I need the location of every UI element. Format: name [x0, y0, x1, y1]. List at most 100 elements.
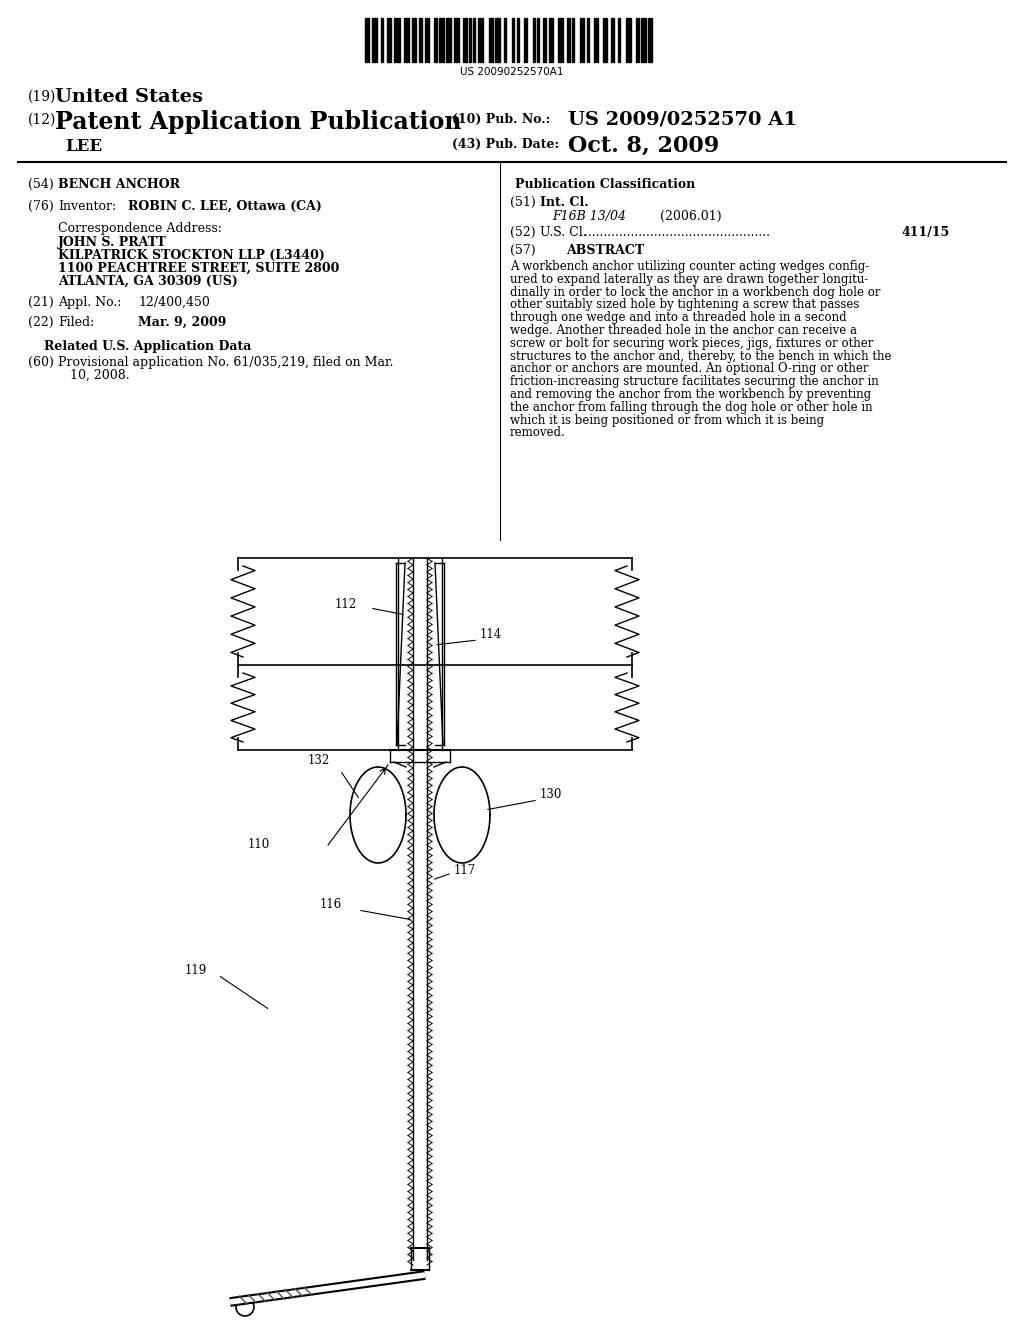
Text: Filed:: Filed:	[58, 315, 94, 329]
Text: (43) Pub. Date:: (43) Pub. Date:	[452, 139, 559, 150]
Text: Int. Cl.: Int. Cl.	[540, 195, 589, 209]
Text: Correspondence Address:: Correspondence Address:	[58, 222, 222, 235]
Text: ................................................: ........................................…	[580, 226, 770, 239]
Text: wedge. Another threaded hole in the anchor can receive a: wedge. Another threaded hole in the anch…	[510, 323, 857, 337]
Bar	[532, 18, 535, 62]
Text: ATLANTA, GA 30309 (US): ATLANTA, GA 30309 (US)	[58, 275, 238, 288]
Text: 116: 116	[319, 899, 342, 912]
Bar	[626, 18, 631, 62]
Bar	[439, 18, 443, 62]
Text: the anchor from falling through the dog hole or other hole in: the anchor from falling through the dog …	[510, 401, 872, 413]
Bar	[567, 18, 570, 62]
Text: (60): (60)	[28, 356, 54, 370]
Text: Oct. 8, 2009: Oct. 8, 2009	[568, 135, 719, 157]
Text: 12/400,450: 12/400,450	[138, 296, 210, 309]
Text: structures to the anchor and, thereby, to the bench in which the: structures to the anchor and, thereby, t…	[510, 350, 892, 363]
Bar	[611, 18, 614, 62]
Bar	[387, 18, 391, 62]
Text: (76): (76)	[28, 201, 53, 213]
Text: other suitably sized hole by tightening a screw that passes: other suitably sized hole by tightening …	[510, 298, 859, 312]
Bar	[445, 18, 451, 62]
Bar	[504, 18, 506, 62]
Bar	[594, 18, 598, 62]
Text: Publication Classification: Publication Classification	[515, 178, 695, 191]
Bar	[647, 18, 652, 62]
Text: which it is being positioned or from which it is being: which it is being positioned or from whi…	[510, 413, 824, 426]
Text: 130: 130	[540, 788, 562, 801]
Text: F16B 13/04: F16B 13/04	[552, 210, 626, 223]
Bar	[549, 18, 553, 62]
Text: BENCH ANCHOR: BENCH ANCHOR	[58, 178, 180, 191]
Text: LEE: LEE	[65, 139, 102, 154]
Text: 112: 112	[335, 598, 357, 611]
Text: Provisional application No. 61/035,219, filed on Mar.: Provisional application No. 61/035,219, …	[58, 356, 393, 370]
Text: anchor or anchors are mounted. An optional O-ring or other: anchor or anchors are mounted. An option…	[510, 363, 868, 375]
Bar	[524, 18, 527, 62]
Text: (2006.01): (2006.01)	[660, 210, 722, 223]
Bar	[469, 18, 471, 62]
Text: ABSTRACT: ABSTRACT	[566, 244, 644, 257]
Bar	[537, 18, 539, 62]
Text: 10, 2008.: 10, 2008.	[70, 370, 130, 381]
Bar	[488, 18, 493, 62]
Bar	[512, 18, 514, 62]
Text: removed.: removed.	[510, 426, 565, 440]
Text: ured to expand laterally as they are drawn together longitu-: ured to expand laterally as they are dra…	[510, 273, 868, 286]
Bar	[495, 18, 500, 62]
Text: through one wedge and into a threaded hole in a second: through one wedge and into a threaded ho…	[510, 312, 847, 325]
Bar	[580, 18, 584, 62]
Text: U.S. Cl.: U.S. Cl.	[540, 226, 587, 239]
Bar	[425, 18, 429, 62]
Text: (22): (22)	[28, 315, 53, 329]
Text: US 20090252570A1: US 20090252570A1	[460, 67, 564, 77]
Bar	[558, 18, 563, 62]
Bar	[478, 18, 483, 62]
Text: 132: 132	[308, 754, 331, 767]
Text: 114: 114	[480, 628, 502, 642]
Bar	[454, 18, 459, 62]
Bar	[412, 18, 417, 62]
Bar	[543, 18, 546, 62]
Text: and removing the anchor from the workbench by preventing: and removing the anchor from the workben…	[510, 388, 871, 401]
Text: Mar. 9, 2009: Mar. 9, 2009	[138, 315, 226, 329]
Text: Inventor:: Inventor:	[58, 201, 116, 213]
Bar	[618, 18, 621, 62]
Bar	[420, 18, 422, 62]
Text: (51): (51)	[510, 195, 536, 209]
Text: (10) Pub. No.:: (10) Pub. No.:	[452, 114, 550, 125]
Text: ROBIN C. LEE, Ottawa (CA): ROBIN C. LEE, Ottawa (CA)	[128, 201, 322, 213]
Text: 117: 117	[454, 863, 476, 876]
Text: JOHN S. PRATT: JOHN S. PRATT	[58, 236, 167, 249]
Bar	[464, 18, 467, 62]
Bar	[394, 18, 399, 62]
Text: US 2009/0252570 A1: US 2009/0252570 A1	[568, 110, 797, 128]
Bar	[636, 18, 639, 62]
Bar	[473, 18, 475, 62]
Bar	[587, 18, 589, 62]
Bar	[403, 18, 409, 62]
Bar	[365, 18, 370, 62]
Text: 110: 110	[248, 838, 270, 851]
Text: (57): (57)	[510, 244, 536, 257]
Text: screw or bolt for securing work pieces, jigs, fixtures or other: screw or bolt for securing work pieces, …	[510, 337, 873, 350]
Bar	[434, 18, 437, 62]
Text: 119: 119	[185, 964, 207, 977]
Text: 1100 PEACHTREE STREET, SUITE 2800: 1100 PEACHTREE STREET, SUITE 2800	[58, 261, 339, 275]
Text: United States: United States	[55, 88, 203, 106]
Bar	[603, 18, 607, 62]
Text: (21): (21)	[28, 296, 53, 309]
Text: (54): (54)	[28, 178, 53, 191]
Text: (52): (52)	[510, 226, 536, 239]
Bar	[572, 18, 574, 62]
Bar	[373, 18, 377, 62]
Bar	[517, 18, 519, 62]
Bar	[641, 18, 645, 62]
Text: Appl. No.:: Appl. No.:	[58, 296, 122, 309]
Text: Patent Application Publication: Patent Application Publication	[55, 110, 462, 135]
Text: dinally in order to lock the anchor in a workbench dog hole or: dinally in order to lock the anchor in a…	[510, 285, 881, 298]
Text: A workbench anchor utilizing counter acting wedges config-: A workbench anchor utilizing counter act…	[510, 260, 869, 273]
Bar	[381, 18, 383, 62]
Text: Related U.S. Application Data: Related U.S. Application Data	[44, 341, 252, 352]
Text: friction-increasing structure facilitates securing the anchor in: friction-increasing structure facilitate…	[510, 375, 879, 388]
Text: 411/15: 411/15	[902, 226, 950, 239]
